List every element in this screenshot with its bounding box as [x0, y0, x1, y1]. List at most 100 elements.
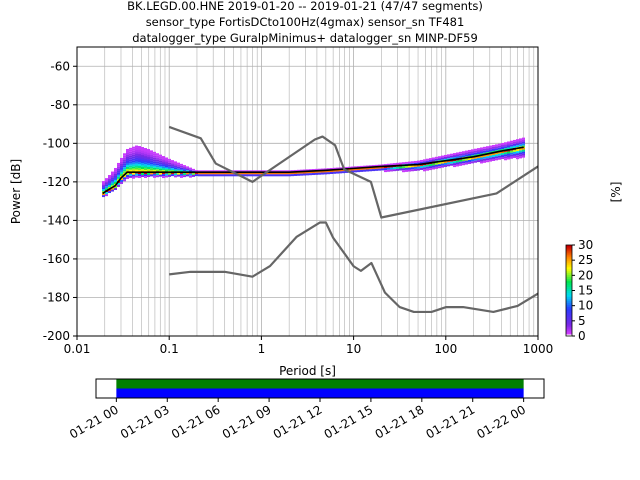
density-cell	[486, 148, 489, 151]
density-cell	[171, 162, 174, 165]
density-cell	[297, 173, 300, 176]
density-cell	[309, 173, 312, 176]
density-cell	[135, 153, 138, 156]
density-cell	[102, 181, 105, 184]
density-cell	[249, 170, 252, 173]
colorbar-segment	[566, 272, 572, 276]
density-cell	[462, 153, 465, 156]
density-cell	[150, 172, 153, 175]
density-cell	[387, 167, 390, 170]
density-cell	[393, 163, 396, 166]
density-cell	[225, 174, 228, 177]
density-cell	[504, 142, 507, 145]
density-cell	[180, 175, 183, 178]
density-cell	[264, 170, 267, 173]
density-cell	[462, 161, 465, 164]
density-cell	[330, 167, 333, 170]
density-cell	[333, 171, 336, 174]
density-cell	[468, 153, 471, 156]
density-cell	[504, 150, 507, 153]
density-cell	[204, 172, 207, 175]
density-cell	[144, 154, 147, 157]
density-cell	[132, 158, 135, 161]
density-cell	[270, 174, 273, 177]
density-cell	[303, 171, 306, 174]
density-cell	[513, 155, 516, 158]
density-cell	[126, 176, 129, 179]
density-cell	[477, 156, 480, 159]
density-cell	[120, 159, 123, 162]
density-cell	[471, 149, 474, 152]
ppsd-plot: 0.01 0.1 1 10 100 1000 -200 -180 -160 -140 -120 -10…	[9, 46, 553, 378]
timeline-band-2	[116, 388, 524, 398]
density-cell	[165, 169, 168, 172]
density-cell	[498, 155, 501, 158]
density-cell	[468, 149, 471, 152]
density-cell	[438, 162, 441, 165]
density-cell	[144, 174, 147, 177]
density-cell	[171, 172, 174, 175]
colorbar-tick-label: 30	[578, 238, 593, 252]
density-cell	[471, 159, 474, 162]
density-cell	[180, 173, 183, 176]
density-cell	[327, 168, 330, 171]
density-cell	[156, 163, 159, 166]
density-cell	[519, 138, 522, 141]
density-cell	[375, 168, 378, 171]
density-cell	[492, 158, 495, 161]
density-cell	[348, 166, 351, 169]
density-cell	[120, 171, 123, 174]
density-cell	[120, 163, 123, 166]
density-cell	[216, 172, 219, 175]
density-cell	[138, 148, 141, 151]
density-cell	[291, 172, 294, 175]
density-cell	[138, 166, 141, 169]
density-cell	[324, 172, 327, 175]
density-cell	[189, 173, 192, 176]
density-cell	[135, 173, 138, 176]
density-cell	[444, 164, 447, 167]
density-cell	[417, 168, 420, 171]
density-cell	[177, 168, 180, 171]
density-cell	[168, 160, 171, 163]
density-cell	[120, 179, 123, 182]
density-cell	[174, 165, 177, 168]
density-cell	[117, 168, 120, 171]
density-cell	[123, 171, 126, 174]
density-cell	[138, 168, 141, 171]
density-cell	[453, 153, 456, 156]
density-cell	[315, 168, 318, 171]
density-cell	[132, 148, 135, 151]
colorbar-tick-label: 5	[578, 314, 586, 328]
density-cell	[288, 172, 291, 175]
density-cell	[132, 168, 135, 171]
density-cell	[150, 156, 153, 159]
density-cell	[291, 170, 294, 173]
density-cell	[432, 167, 435, 170]
density-cell	[291, 174, 294, 177]
density-cell	[297, 171, 300, 174]
density-cell	[105, 194, 108, 197]
density-cell	[108, 177, 111, 180]
density-cell	[177, 172, 180, 175]
density-cell	[135, 175, 138, 178]
colorbar-segment	[566, 280, 572, 284]
density-cell	[465, 150, 468, 153]
density-cell	[411, 169, 414, 172]
density-cell	[207, 172, 210, 175]
colorbar-tick-label: 15	[578, 284, 593, 298]
density-cell	[498, 143, 501, 146]
density-cell	[204, 170, 207, 173]
density-cell	[402, 168, 405, 171]
density-cell	[300, 171, 303, 174]
density-cell	[156, 167, 159, 170]
density-cell	[474, 160, 477, 163]
density-cell	[492, 154, 495, 157]
density-cell	[273, 172, 276, 175]
density-cell	[450, 157, 453, 160]
density-cell	[498, 147, 501, 150]
density-cell	[144, 148, 147, 151]
colorbar-segment	[566, 248, 572, 252]
density-cell	[123, 167, 126, 170]
density-cell	[129, 169, 132, 172]
